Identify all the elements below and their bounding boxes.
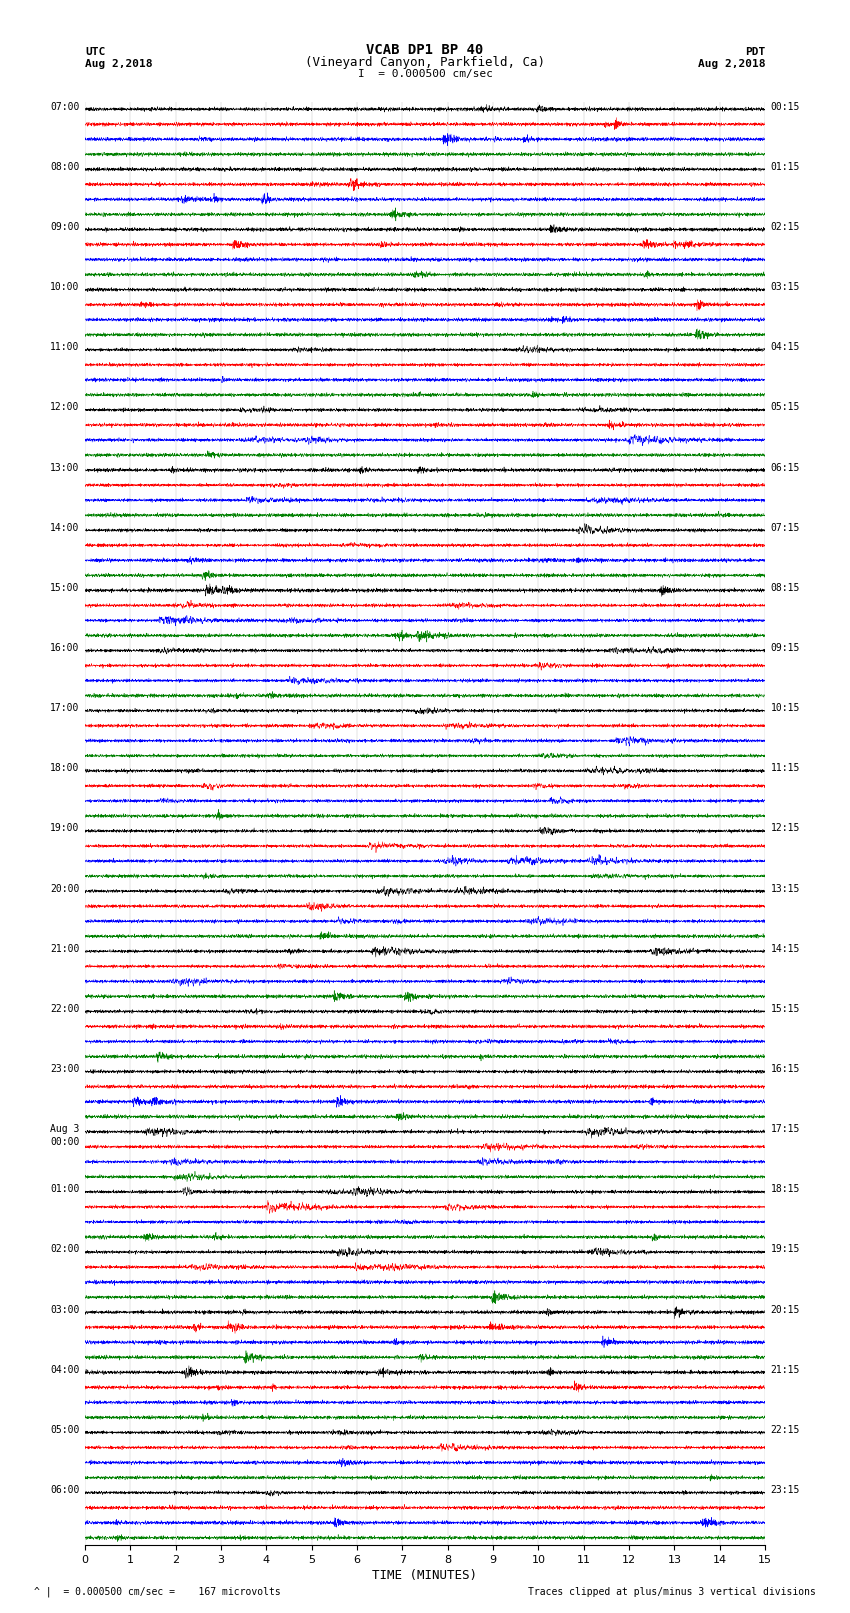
Text: 07:00: 07:00 bbox=[50, 102, 79, 111]
Text: 16:15: 16:15 bbox=[771, 1065, 800, 1074]
Text: 02:00: 02:00 bbox=[50, 1245, 79, 1255]
Text: 04:15: 04:15 bbox=[771, 342, 800, 352]
Text: 19:15: 19:15 bbox=[771, 1245, 800, 1255]
Text: 20:00: 20:00 bbox=[50, 884, 79, 894]
Text: 13:15: 13:15 bbox=[771, 884, 800, 894]
Text: 05:00: 05:00 bbox=[50, 1424, 79, 1436]
Text: Aug 3: Aug 3 bbox=[50, 1124, 79, 1134]
Text: 14:15: 14:15 bbox=[771, 944, 800, 953]
Text: 06:00: 06:00 bbox=[50, 1486, 79, 1495]
Text: 00:00: 00:00 bbox=[50, 1137, 79, 1147]
Text: 13:00: 13:00 bbox=[50, 463, 79, 473]
Text: PDT: PDT bbox=[745, 47, 765, 58]
Text: 03:15: 03:15 bbox=[771, 282, 800, 292]
Text: Aug 2,2018: Aug 2,2018 bbox=[85, 58, 152, 69]
Text: 07:15: 07:15 bbox=[771, 523, 800, 532]
Text: Traces clipped at plus/minus 3 vertical divisions: Traces clipped at plus/minus 3 vertical … bbox=[528, 1587, 816, 1597]
Text: 21:00: 21:00 bbox=[50, 944, 79, 953]
Text: 06:15: 06:15 bbox=[771, 463, 800, 473]
Text: 09:00: 09:00 bbox=[50, 223, 79, 232]
Text: 04:00: 04:00 bbox=[50, 1365, 79, 1374]
Text: 18:15: 18:15 bbox=[771, 1184, 800, 1194]
X-axis label: TIME (MINUTES): TIME (MINUTES) bbox=[372, 1569, 478, 1582]
Text: 08:15: 08:15 bbox=[771, 582, 800, 594]
Text: 15:00: 15:00 bbox=[50, 582, 79, 594]
Text: 01:00: 01:00 bbox=[50, 1184, 79, 1194]
Text: 10:00: 10:00 bbox=[50, 282, 79, 292]
Text: 19:00: 19:00 bbox=[50, 823, 79, 834]
Text: 14:00: 14:00 bbox=[50, 523, 79, 532]
Text: 23:15: 23:15 bbox=[771, 1486, 800, 1495]
Text: 11:00: 11:00 bbox=[50, 342, 79, 352]
Text: Aug 2,2018: Aug 2,2018 bbox=[698, 58, 765, 69]
Text: (Vineyard Canyon, Parkfield, Ca): (Vineyard Canyon, Parkfield, Ca) bbox=[305, 55, 545, 69]
Text: 01:15: 01:15 bbox=[771, 161, 800, 171]
Text: 00:15: 00:15 bbox=[771, 102, 800, 111]
Text: 12:15: 12:15 bbox=[771, 823, 800, 834]
Text: 21:15: 21:15 bbox=[771, 1365, 800, 1374]
Text: 15:15: 15:15 bbox=[771, 1003, 800, 1015]
Text: 23:00: 23:00 bbox=[50, 1065, 79, 1074]
Text: 08:00: 08:00 bbox=[50, 161, 79, 171]
Text: 22:00: 22:00 bbox=[50, 1003, 79, 1015]
Text: 11:15: 11:15 bbox=[771, 763, 800, 773]
Text: I  = 0.000500 cm/sec: I = 0.000500 cm/sec bbox=[358, 69, 492, 79]
Text: 05:15: 05:15 bbox=[771, 402, 800, 413]
Text: 17:00: 17:00 bbox=[50, 703, 79, 713]
Text: 12:00: 12:00 bbox=[50, 402, 79, 413]
Text: 10:15: 10:15 bbox=[771, 703, 800, 713]
Text: UTC: UTC bbox=[85, 47, 105, 58]
Text: 22:15: 22:15 bbox=[771, 1424, 800, 1436]
Text: ^ |  = 0.000500 cm/sec =    167 microvolts: ^ | = 0.000500 cm/sec = 167 microvolts bbox=[34, 1586, 280, 1597]
Text: 09:15: 09:15 bbox=[771, 644, 800, 653]
Text: 20:15: 20:15 bbox=[771, 1305, 800, 1315]
Text: VCAB DP1 BP 40: VCAB DP1 BP 40 bbox=[366, 44, 484, 58]
Text: 16:00: 16:00 bbox=[50, 644, 79, 653]
Text: 02:15: 02:15 bbox=[771, 223, 800, 232]
Text: 18:00: 18:00 bbox=[50, 763, 79, 773]
Text: 03:00: 03:00 bbox=[50, 1305, 79, 1315]
Text: 17:15: 17:15 bbox=[771, 1124, 800, 1134]
